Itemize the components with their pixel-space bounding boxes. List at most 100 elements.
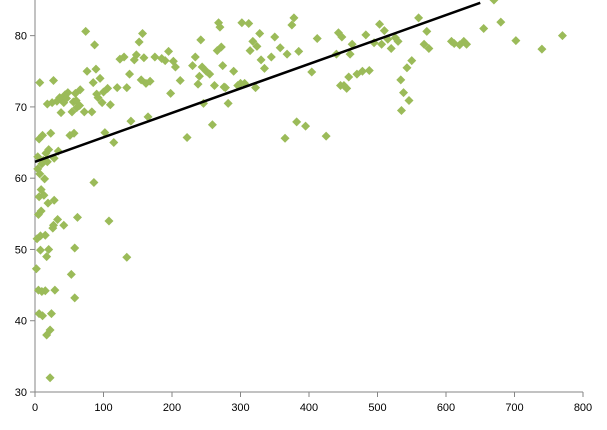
data-point xyxy=(168,56,178,66)
data-point xyxy=(31,264,41,274)
data-point xyxy=(75,100,85,110)
data-point xyxy=(396,105,406,115)
data-point xyxy=(342,83,352,93)
data-point xyxy=(361,30,371,40)
data-point xyxy=(407,56,417,66)
data-point xyxy=(38,311,48,321)
data-point xyxy=(126,116,136,126)
data-point xyxy=(160,56,170,66)
data-point xyxy=(109,138,119,148)
data-point xyxy=(40,286,50,296)
data-point xyxy=(164,46,174,56)
data-point xyxy=(46,309,56,319)
data-point xyxy=(122,252,132,262)
x-tick-label: 700 xyxy=(505,402,523,414)
data-point xyxy=(256,55,266,65)
data-point xyxy=(347,39,357,49)
x-tick-label: 500 xyxy=(368,402,386,414)
data-point xyxy=(287,20,297,30)
data-point xyxy=(139,53,149,63)
data-point xyxy=(89,177,99,187)
data-point xyxy=(40,230,50,240)
data-point xyxy=(166,88,176,98)
x-tick-label: 300 xyxy=(231,402,249,414)
data-point xyxy=(312,33,322,43)
data-point xyxy=(489,0,499,5)
data-point xyxy=(88,78,98,88)
data-point xyxy=(496,17,506,27)
data-point xyxy=(193,79,203,89)
data-point xyxy=(194,71,204,81)
data-point xyxy=(182,133,192,143)
y-tick-label: 60 xyxy=(15,173,27,185)
data-point xyxy=(396,75,406,85)
data-point xyxy=(289,13,299,23)
data-point xyxy=(67,107,77,117)
data-point xyxy=(216,42,226,52)
data-point xyxy=(301,121,311,131)
x-tick-label: 400 xyxy=(300,402,318,414)
trendline xyxy=(34,1,481,163)
data-point xyxy=(66,269,76,279)
data-point xyxy=(49,195,59,205)
data-point xyxy=(44,244,54,254)
data-point xyxy=(63,88,73,98)
trendline-layer xyxy=(34,1,481,163)
data-point xyxy=(131,50,141,60)
data-point xyxy=(248,36,258,46)
data-point xyxy=(229,66,239,76)
data-point xyxy=(422,26,432,36)
data-point xyxy=(223,98,233,108)
data-point xyxy=(207,120,217,130)
data-point xyxy=(75,85,85,95)
data-point xyxy=(557,31,567,41)
data-point xyxy=(218,61,228,71)
data-point xyxy=(393,36,403,46)
x-tick-label: 0 xyxy=(32,402,38,414)
data-point xyxy=(175,76,185,86)
data-point xyxy=(97,98,107,108)
x-tick-label: 100 xyxy=(94,402,112,414)
data-point xyxy=(280,133,290,143)
data-point xyxy=(237,18,247,28)
data-point xyxy=(42,157,52,167)
data-point xyxy=(95,73,105,83)
data-point xyxy=(143,112,153,122)
data-point xyxy=(45,373,55,383)
data-point xyxy=(40,174,50,184)
data-point xyxy=(375,19,385,29)
data-point xyxy=(399,88,409,98)
data-point xyxy=(36,206,46,216)
data-point xyxy=(344,72,354,82)
data-point xyxy=(357,66,367,76)
data-point xyxy=(292,117,302,127)
data-point xyxy=(38,130,48,140)
data-point xyxy=(72,212,82,222)
data-point xyxy=(44,145,54,155)
data-point xyxy=(345,49,355,59)
data-point xyxy=(39,190,49,200)
data-point xyxy=(35,78,45,88)
data-point xyxy=(244,19,254,29)
data-point xyxy=(79,107,89,117)
data-point xyxy=(125,69,135,79)
data-point xyxy=(42,252,52,262)
data-point xyxy=(103,83,113,93)
data-point xyxy=(105,100,115,110)
data-point xyxy=(270,32,280,42)
y-tick-label: 50 xyxy=(15,244,27,256)
data-point xyxy=(119,52,129,62)
data-point xyxy=(45,325,55,335)
data-point xyxy=(82,66,92,76)
y-tick-label: 80 xyxy=(15,31,27,43)
data-point xyxy=(307,67,317,77)
data-point xyxy=(294,46,304,56)
data-point xyxy=(377,39,387,49)
data-point xyxy=(511,36,521,46)
data-point xyxy=(424,43,434,53)
data-point xyxy=(215,22,225,32)
y-tick-label: 30 xyxy=(15,387,27,399)
x-tick-label: 600 xyxy=(437,402,455,414)
